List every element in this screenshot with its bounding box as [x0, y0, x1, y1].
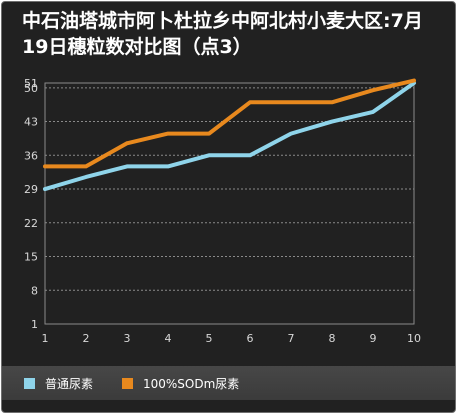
x-tick-label: 1: [42, 332, 49, 345]
y-tick-label: 43: [24, 116, 38, 129]
y-tick-label: 22: [24, 217, 38, 230]
y-tick-label: 50: [24, 82, 38, 95]
x-tick-label: 9: [370, 332, 377, 345]
x-tick-label: 4: [165, 332, 172, 345]
legend-label: 100%SODm尿素: [143, 376, 240, 391]
legend-label: 普通尿素: [45, 376, 94, 391]
chart-title: 中石油塔城市阿卜杜拉乡中阿北村小麦大区:7月19日穗粒数对比图（点3）: [22, 10, 423, 58]
y-tick-label: 36: [24, 149, 38, 162]
series-line-2: [43, 78, 416, 169]
x-tick-label: 6: [247, 332, 254, 345]
series-line-1: [43, 81, 416, 192]
x-tick-label: 10: [407, 332, 421, 345]
y-tick-label: 8: [31, 284, 38, 297]
legend-item: 普通尿素: [24, 366, 93, 400]
y-tick-label: 29: [24, 183, 38, 196]
legend-swatch: [122, 377, 133, 389]
x-tick-label: 7: [288, 332, 295, 345]
y-tick-label: 1: [31, 318, 38, 331]
y-tick-label: 15: [24, 251, 38, 264]
legend-swatch: [24, 377, 35, 389]
plot-area: [44, 82, 415, 325]
x-tick-label: 3: [124, 332, 131, 345]
legend: 普通尿素 100%SODm尿素: [2, 366, 455, 400]
y-tick-label: 51: [24, 77, 38, 90]
x-tick-label: 5: [206, 332, 213, 345]
legend-item: 100%SODm尿素: [122, 366, 239, 400]
x-tick-label: 8: [329, 332, 336, 345]
x-tick-label: 2: [83, 332, 90, 345]
